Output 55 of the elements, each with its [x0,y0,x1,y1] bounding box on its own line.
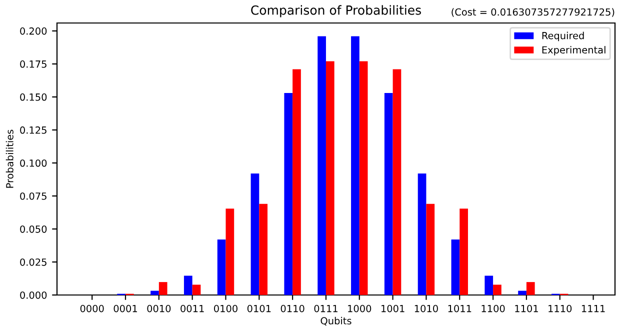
x-tick-label: 0100 [214,304,238,312]
bar [184,276,192,295]
x-tick-label: 1111 [582,305,605,312]
bar [326,61,334,295]
y-tick-label: 0.200 [20,27,47,35]
legend-label: Experimental [542,46,606,56]
x-tick-label: 0001 [114,304,137,312]
bar [493,284,502,295]
x-tick-label: 0110 [280,304,304,312]
chart-title: Comparison of Probabilities [251,5,421,18]
y-tick-label: 0.000 [20,291,47,299]
x-axis-title: Qubits [320,316,352,326]
bar [259,204,268,295]
y-tick-label: 0.075 [20,192,46,200]
bar [250,174,260,295]
x-tick-label: 1000 [348,304,372,312]
x-tick-label: 1100 [482,304,505,312]
bar [351,36,360,295]
bar [426,204,435,295]
x-tick-label: 1011 [448,304,472,312]
bar [359,61,368,295]
y-tick-label: 0.100 [20,159,47,167]
x-tick-label: 0000 [80,304,104,312]
bar [292,69,301,295]
bar [192,284,201,295]
y-tick-label: 0.125 [20,126,46,134]
bar [392,69,402,295]
y-axis-title: Probabilities [6,130,14,188]
bar [451,240,460,295]
x-tick-label: 0111 [314,304,338,312]
bar [418,174,426,295]
bar [526,282,535,295]
x-tick-label: 0010 [147,304,171,312]
text: (Cost = 0.016307357277921725) [452,8,614,17]
bar [518,290,526,295]
x-tick-label: 1110 [548,304,572,312]
legend-label: Required [542,32,584,42]
bar [384,92,393,295]
y-tick-label: 0.025 [20,258,46,266]
bar [318,36,326,295]
x-tick-label: 0101 [247,304,271,312]
bar [217,240,226,295]
y-tick-label: 0.175 [20,60,46,68]
bar [226,208,234,295]
x-tick-label: 1001 [382,304,404,312]
bar [150,290,159,295]
x-tick-label: 0011 [180,304,204,312]
bar [284,92,293,295]
bar [484,276,494,295]
x-tick-label: 1010 [414,304,438,312]
bar [158,282,168,295]
y-tick-label: 0.050 [20,225,47,233]
x-tick-label: 1101 [515,304,538,312]
y-tick-label: 0.150 [20,93,47,101]
bar [460,208,468,295]
